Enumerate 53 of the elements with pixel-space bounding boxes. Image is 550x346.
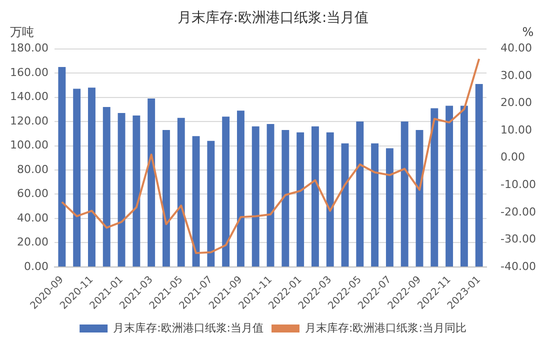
bar — [192, 136, 200, 266]
y-tick-label: 40.00 — [16, 211, 48, 224]
y-axis-title: 万吨 — [10, 24, 34, 39]
bar — [73, 88, 81, 266]
y2-tick-label: 10.00 — [500, 123, 532, 136]
legend-label: 月末库存:欧洲港口纸浆:当月值 — [113, 321, 264, 334]
bar — [386, 148, 394, 266]
bar — [207, 140, 215, 266]
y-tick-label: 100.00 — [10, 138, 48, 152]
bar — [430, 108, 438, 266]
y-tick-label: 60.00 — [16, 187, 48, 200]
bar — [446, 106, 454, 266]
bar — [400, 122, 408, 266]
y2-tick-label: -20.00 — [500, 205, 536, 218]
bar — [118, 113, 126, 266]
y2-tick-label: 40.00 — [500, 42, 532, 55]
y-tick-label: 140.00 — [10, 90, 48, 104]
bar — [311, 126, 319, 266]
y2-tick-label: -40.00 — [500, 260, 536, 273]
y-tick-label: 0.00 — [24, 260, 48, 273]
y2-tick-label: -30.00 — [500, 232, 536, 246]
bar — [236, 110, 244, 266]
bar — [58, 66, 66, 266]
y-tick-label: 160.00 — [10, 66, 48, 79]
bar — [266, 124, 274, 266]
bar — [356, 122, 364, 266]
bar — [222, 116, 230, 266]
bar — [88, 88, 96, 266]
bar — [252, 126, 260, 266]
y2-tick-label: 20.00 — [500, 96, 532, 110]
bar — [296, 132, 304, 266]
y2-tick-label: 0.00 — [500, 150, 526, 164]
bar — [148, 98, 156, 266]
bar — [475, 84, 483, 266]
y2-tick-label: 30.00 — [500, 68, 532, 82]
bar — [326, 132, 334, 266]
bar — [132, 115, 140, 266]
bar — [177, 118, 185, 266]
y-tick-label: 180.00 — [10, 42, 48, 55]
chart-title: 月末库存:欧洲港口纸浆:当月值 — [177, 10, 369, 26]
y-tick-label: 80.00 — [16, 162, 48, 176]
bar — [460, 106, 468, 266]
bar — [371, 143, 379, 266]
bar — [341, 143, 349, 266]
y-tick-label: 120.00 — [10, 114, 48, 128]
y2-axis-title: % — [522, 24, 534, 39]
bar — [102, 106, 110, 266]
bar — [162, 130, 170, 266]
y-tick-label: 20.00 — [16, 236, 48, 249]
legend-label: 月末库存:欧洲港口纸浆:当月同比 — [305, 321, 466, 334]
y2-tick-label: -10.00 — [500, 178, 536, 192]
bar — [282, 130, 290, 266]
bar — [416, 130, 424, 266]
